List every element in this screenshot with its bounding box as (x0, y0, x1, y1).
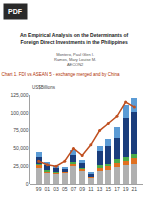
svg-text:15: 15 (105, 186, 111, 192)
svg-text:125,000: 125,000 (10, 92, 28, 98)
svg-text:25,000: 25,000 (13, 163, 29, 169)
svg-text:13: 13 (97, 186, 103, 192)
svg-text:75,000: 75,000 (13, 127, 29, 133)
svg-text:0: 0 (26, 181, 29, 187)
svg-text:100,000: 100,000 (10, 110, 28, 116)
svg-text:99: 99 (36, 186, 42, 192)
svg-text:05: 05 (62, 186, 68, 192)
svg-text:01: 01 (45, 186, 51, 192)
svg-text:50,000: 50,000 (13, 145, 29, 151)
svg-text:09: 09 (79, 186, 85, 192)
svg-text:11: 11 (88, 186, 93, 192)
svg-text:PDF: PDF (8, 8, 23, 15)
svg-text:17: 17 (114, 186, 120, 192)
svg-text:03: 03 (53, 186, 59, 192)
svg-text:07: 07 (71, 186, 77, 192)
svg-text:Montero, Paul Glen I.Ramos, Ma: Montero, Paul Glen I.Ramos, Mary Louise … (54, 52, 96, 67)
svg-text:An Empirical Analysis on the D: An Empirical Analysis on the Determinant… (20, 32, 129, 45)
svg-text:US$Billions: US$Billions (32, 85, 56, 90)
svg-text:21: 21 (132, 186, 138, 192)
svg-text:19: 19 (123, 186, 129, 192)
svg-text:Chart 1. FDI vs ASEAN 5 - exch: Chart 1. FDI vs ASEAN 5 - exchange merge… (1, 72, 120, 77)
